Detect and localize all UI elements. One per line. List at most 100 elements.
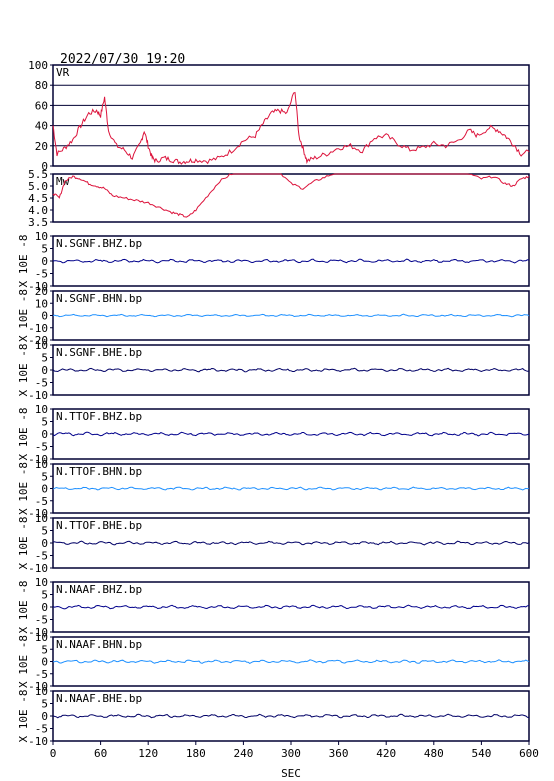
- y-tick-label: 5: [41, 589, 48, 602]
- x-tick-label: 240: [233, 747, 253, 760]
- y-tick-label: 5: [41, 416, 48, 429]
- panel-label: N.SGNF.BHE.bp: [56, 346, 142, 359]
- y-tick-label: 0: [41, 537, 48, 550]
- trace-line: [52, 486, 530, 491]
- y-tick-label: 5: [41, 243, 48, 256]
- trace-line: [52, 91, 530, 165]
- y-tick-label: 4.0: [28, 204, 48, 217]
- y-axis-label: X 10E -8: [17, 344, 30, 397]
- y-axis-label: X 10E -8: [17, 462, 30, 515]
- panel-label: N.NAAF.BHN.bp: [56, 638, 142, 651]
- y-axis-label: X 10E -8: [17, 581, 30, 634]
- panel-label: N.SGNF.BHZ.bp: [56, 237, 142, 250]
- panel-label: N.SGNF.BHN.bp: [56, 292, 142, 305]
- y-tick-label: 60: [35, 99, 48, 112]
- y-tick-label: 5: [41, 643, 48, 656]
- panel-label: N.TTOF.BHN.bp: [56, 465, 142, 478]
- figure-timestamp: 2022/07/30 19:20: [60, 52, 185, 67]
- y-axis-label: X 10E -8: [17, 690, 30, 743]
- y-tick-label: -5: [35, 550, 48, 563]
- y-tick-label: 10: [35, 339, 48, 352]
- x-axis-label: SEC: [281, 767, 301, 780]
- y-tick-label: 10: [35, 458, 48, 471]
- y-tick-label: 0: [41, 255, 48, 268]
- y-tick-label: -10: [28, 322, 48, 335]
- y-tick-label: 0: [41, 160, 48, 173]
- x-tick-label: 0: [50, 747, 57, 760]
- y-tick-label: 10: [35, 685, 48, 698]
- trace-line: [52, 659, 530, 664]
- y-tick-label: 5.5: [28, 168, 48, 181]
- y-tick-label: 0: [41, 310, 48, 323]
- y-tick-label: 80: [35, 79, 48, 92]
- y-tick-label: 4.5: [28, 192, 48, 205]
- y-tick-label: -5: [35, 377, 48, 390]
- x-tick-label: 480: [424, 747, 444, 760]
- panel-mw: 3.54.04.55.05.5 Mw: [28, 168, 530, 229]
- panel-vr: 0 20 40 60 80 100 VR: [28, 59, 530, 173]
- x-axis: 0 60 120 180 240 300 360 420 480 540 600: [50, 741, 539, 760]
- panel-label: N.TTOF.BHE.bp: [56, 519, 142, 532]
- y-tick-label: -10: [28, 389, 48, 402]
- y-tick-label: -5: [35, 441, 48, 454]
- y-axis-label: X 10E -8: [17, 635, 30, 688]
- y-tick-label: -10: [28, 735, 48, 748]
- trace-line: [52, 431, 530, 437]
- panel-label: N.NAAF.BHZ.bp: [56, 583, 142, 596]
- panel-label: N.TTOF.BHZ.bp: [56, 410, 142, 423]
- y-tick-label: 5: [41, 525, 48, 538]
- y-tick-label: 10: [35, 512, 48, 525]
- trace-line: [52, 367, 530, 373]
- y-tick-label: 0: [41, 656, 48, 669]
- y-tick-label: 10: [35, 403, 48, 416]
- y-tick-label: -20: [28, 334, 48, 347]
- x-tick-label: 300: [281, 747, 301, 760]
- y-tick-label: 5: [41, 698, 48, 711]
- y-tick-label: -10: [28, 680, 48, 693]
- y-tick-label: 0: [41, 428, 48, 441]
- trace-line: [52, 604, 530, 610]
- panel-label: Mw: [56, 175, 70, 188]
- x-tick-label: 600: [519, 747, 539, 760]
- x-tick-label: 180: [186, 747, 206, 760]
- x-tick-label: 60: [94, 747, 107, 760]
- y-tick-label: -10: [28, 626, 48, 639]
- y-tick-label: 0: [41, 710, 48, 723]
- y-tick-label: 10: [35, 230, 48, 243]
- y-tick-label: 0: [41, 364, 48, 377]
- trace-line: [52, 713, 530, 719]
- y-tick-label: -5: [35, 614, 48, 627]
- x-tick-label: 540: [471, 747, 491, 760]
- y-tick-label: -5: [35, 495, 48, 508]
- trace-line: [52, 313, 530, 318]
- y-tick-label: 10: [35, 576, 48, 589]
- panels-group: 020406080100VR3.54.04.55.05.5Mw-10-50510…: [17, 59, 530, 748]
- y-axis-label: X 10E -8: [17, 235, 30, 288]
- y-axis-label: X 10E -8: [17, 517, 30, 570]
- panel-label: N.NAAF.BHE.bp: [56, 692, 142, 705]
- y-tick-label: -5: [35, 668, 48, 681]
- x-tick-label: 120: [138, 747, 158, 760]
- y-tick-label: 10: [35, 631, 48, 644]
- y-tick-label: -10: [28, 453, 48, 466]
- y-axis-label: X 10E -8: [17, 408, 30, 461]
- y-tick-label: 40: [35, 120, 48, 133]
- y-tick-label: -10: [28, 507, 48, 520]
- y-tick-label: 20: [35, 285, 48, 298]
- y-tick-label: 20: [35, 140, 48, 153]
- panel-frame: [52, 64, 530, 167]
- x-tick-label: 360: [329, 747, 349, 760]
- y-tick-label: 5: [41, 352, 48, 365]
- trace-line: [52, 540, 530, 546]
- y-tick-label: -5: [35, 268, 48, 281]
